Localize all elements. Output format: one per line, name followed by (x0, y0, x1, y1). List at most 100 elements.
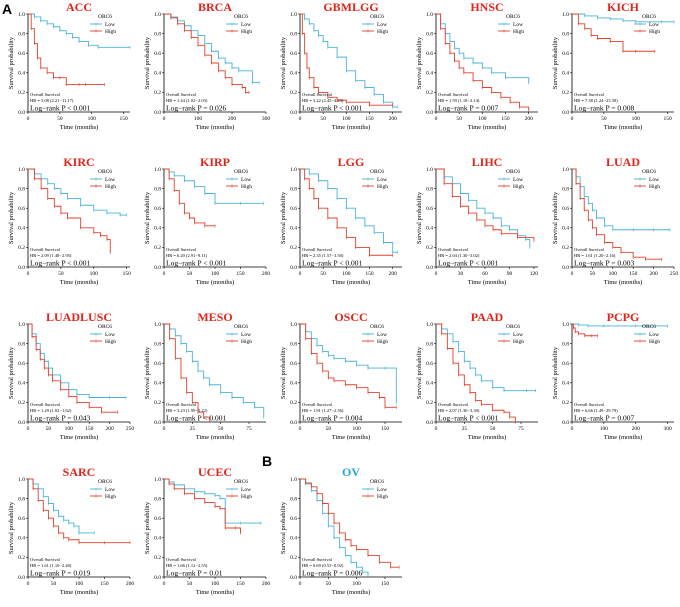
x-axis-label: Time (months) (196, 124, 235, 131)
y-tick-label: 0.0 (426, 420, 433, 426)
y-tick-label: 0.0 (290, 575, 297, 581)
chart-title: PCPG (607, 310, 640, 324)
x-axis-label: Time (months) (468, 124, 507, 131)
x-tick-label: 25 (190, 426, 196, 432)
km-curve-high (436, 13, 530, 111)
legend-low-label: Low (241, 332, 251, 338)
y-tick-label: 0.0 (562, 420, 569, 426)
y-tick-label: 0.8 (290, 496, 297, 502)
hazard-ratio-label: HR = 1.59 (1.18−2.14) (438, 98, 480, 103)
y-tick-label: 0.4 (562, 381, 569, 387)
x-tick-label: 0 (163, 116, 166, 122)
y-tick-label: 0.6 (290, 206, 297, 212)
y-tick-label: 0.4 (426, 381, 433, 387)
legend-low-label: Low (649, 22, 659, 28)
y-tick-label: 0.8 (290, 186, 297, 192)
y-tick-label: 0.6 (562, 51, 569, 57)
overall-survival-label: Overall Survival (574, 92, 605, 97)
km-curve-low (436, 323, 536, 392)
y-tick-label: 0.0 (290, 265, 297, 271)
km-curve-low (164, 323, 265, 418)
x-tick-label: 0 (435, 116, 438, 122)
legend-low-label: Low (241, 487, 251, 493)
x-tick-label: 0 (299, 581, 302, 587)
y-tick-label: 0.4 (154, 536, 161, 542)
overall-survival-label: Overall Survival (302, 402, 333, 407)
x-axis-label: Time (months) (60, 589, 99, 596)
y-axis-label: Survival probability (416, 346, 423, 399)
hazard-ratio-label: HR = 1.44 (1.02−2.03) (166, 98, 208, 103)
legend-low-label: Low (513, 177, 523, 183)
chart-title: BRCA (198, 0, 232, 14)
legend-low-label: Low (377, 22, 387, 28)
x-axis-label: Time (months) (604, 434, 643, 441)
km-curve-high (28, 13, 105, 86)
km-curve-low (164, 478, 261, 524)
legend-title: ORC6 (370, 324, 384, 330)
chart-title: SARC (63, 465, 96, 479)
legend-high-label: High (377, 184, 388, 190)
overall-survival-label: Overall Survival (166, 92, 197, 97)
y-axis-label: Survival probability (416, 36, 423, 89)
overall-survival-label: Overall Survival (574, 247, 605, 252)
legend-high-label: High (105, 29, 116, 35)
legend-low-label: Low (105, 22, 115, 28)
logrank-pvalue-label: Log−rank P = 0.004 (302, 414, 363, 423)
chart-title: OSCC (334, 310, 367, 324)
y-tick-label: 1.0 (154, 167, 161, 173)
x-tick-label: 150 (85, 426, 94, 432)
y-tick-label: 0.0 (426, 265, 433, 271)
legend-high-label: High (377, 339, 388, 345)
y-tick-label: 0.0 (562, 265, 569, 271)
x-tick-label: 150 (123, 271, 132, 277)
y-axis-label: Survival probability (552, 191, 559, 244)
km-panel-lihc: LIHC 0.0 0.2 0.4 0.6 0.8 1.0 0 30 60 90 120 Time (mo… (416, 155, 538, 286)
y-tick-label: 1.0 (562, 167, 569, 173)
y-tick-label: 0.2 (18, 400, 25, 406)
y-tick-label: 0.2 (154, 555, 161, 561)
x-tick-label: 250 (126, 426, 135, 432)
hazard-ratio-label: HR = 1.66 (1.12−2.55) (166, 563, 208, 568)
x-tick-label: 0 (435, 271, 438, 277)
x-tick-label: 200 (105, 426, 114, 432)
chart-title: KICH (607, 0, 640, 14)
km-curve-low (28, 168, 127, 216)
y-axis-label: Survival probability (144, 501, 151, 554)
y-tick-label: 0.4 (18, 71, 25, 77)
y-tick-label: 0.2 (290, 555, 297, 561)
x-tick-label: 0 (571, 426, 574, 432)
y-axis-label: Survival probability (280, 346, 287, 399)
hazard-ratio-label: HR = 2.35 (1.57−3.50) (302, 253, 344, 258)
overall-survival-label: Overall Survival (438, 92, 469, 97)
km-curve-high (28, 323, 118, 413)
hazard-ratio-label: HR = 0.69 (0.53−0.92) (302, 563, 344, 568)
x-tick-label: 50 (187, 271, 193, 277)
x-tick-label: 150 (365, 116, 374, 122)
x-axis-label: Time (months) (468, 279, 507, 286)
x-tick-label: 0 (571, 116, 574, 122)
y-tick-label: 0.8 (562, 31, 569, 37)
y-tick-label: 0.4 (290, 536, 297, 542)
y-tick-label: 0.6 (426, 361, 433, 367)
logrank-pvalue-label: Log−rank P < 0.001 (438, 259, 499, 268)
x-tick-label: 50 (320, 271, 326, 277)
y-tick-label: 0.8 (562, 186, 569, 192)
logrank-pvalue-label: Log−rank P < 0.001 (302, 259, 363, 268)
logrank-pvalue-label: Log−rank P < 0.001 (30, 259, 91, 268)
logrank-pvalue-label: Log−rank P < 0.001 (166, 414, 227, 423)
y-tick-label: 0.8 (426, 31, 433, 37)
x-axis-label: Time (months) (604, 279, 643, 286)
x-tick-label: 50 (326, 581, 332, 587)
y-tick-label: 0.6 (290, 516, 297, 522)
logrank-pvalue-label: Log−rank P = 0.007 (438, 104, 499, 113)
legend-title: ORC6 (642, 14, 656, 20)
km-panel-gbmlgg: GBMLGG 0.0 0.2 0.4 0.6 0.8 1.0 0 50 100 150 200 Time… (280, 0, 402, 131)
x-tick-label: 100 (65, 426, 74, 432)
y-tick-label: 0.6 (154, 206, 161, 212)
y-tick-label: 0.2 (562, 90, 569, 96)
x-tick-label: 50 (57, 116, 63, 122)
chart-title: ACC (66, 0, 92, 14)
hazard-ratio-label: HR = 7.38 (1.24−23.39) (574, 98, 618, 103)
km-curve-high (300, 168, 393, 256)
km-curve-high (164, 13, 249, 93)
